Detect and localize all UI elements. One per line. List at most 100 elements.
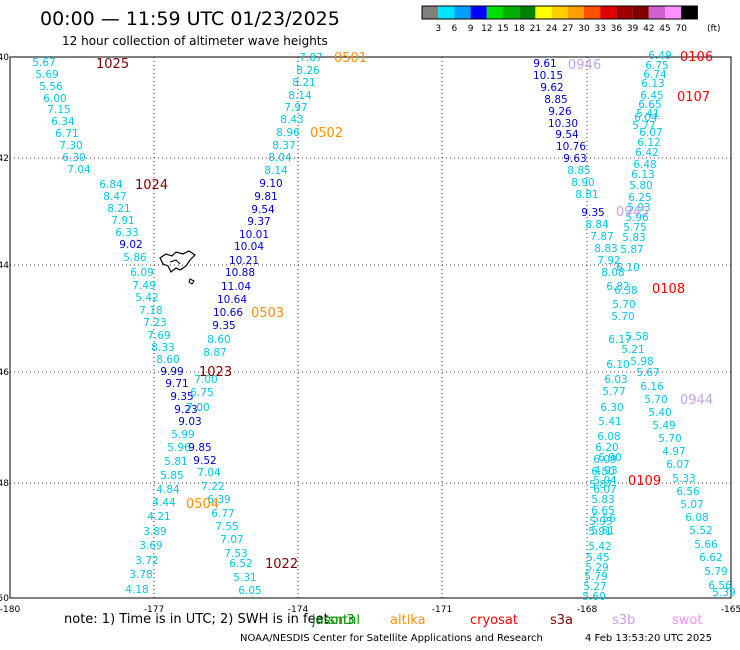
lat-lon-grid [10, 57, 731, 598]
wave-height-value: 5.07 [680, 499, 703, 511]
wave-height-value: 5.51 [591, 525, 614, 537]
wave-height-value: 4.44 [152, 497, 176, 509]
wave-height-value: 8.90 [571, 177, 594, 189]
legend-label: 12 [481, 24, 492, 34]
map-subtitle: 12 hour collection of altimeter wave hei… [62, 34, 328, 48]
legend-label: 33 [594, 24, 605, 34]
color-legend: 3 6 9 12 15 18 21 24 27 30 33 36 39 42 45 70 (ft) [421, 5, 721, 34]
wave-height-value: 5.98 [630, 356, 653, 368]
map-frame [9, 56, 732, 599]
wave-height-value: 6.10 [616, 262, 639, 274]
legend-label: 36 [611, 24, 623, 34]
legend-label: 18 [513, 24, 525, 34]
wave-height-value: 3.89 [143, 526, 166, 538]
wave-height-value: 8.96 [276, 127, 300, 139]
latitude-tick-label: -40 [0, 53, 9, 63]
wave-height-value: 5.41 [636, 108, 659, 120]
legend-swatch [535, 6, 552, 19]
wave-height-value: 9.02 [119, 239, 142, 251]
wave-height-value: 10.66 [213, 307, 243, 319]
credit-line: NOAA/NESDIS Center for Satellite Applica… [240, 633, 543, 644]
wave-height-value: 8.60 [156, 354, 179, 366]
wave-height-value: 6.10 [606, 359, 629, 371]
wave-height-value: 9.52 [193, 455, 216, 467]
wave-height-value: 5.66 [694, 539, 718, 551]
wave-height-value: 5.52 [689, 525, 712, 537]
wave-height-value: 9.54 [555, 129, 579, 141]
satellite-cryosat-label: cryosat [470, 613, 518, 628]
wave-height-value: 6.52 [229, 558, 252, 570]
axis-labels: -180 -177 -174 -171 -168 -165 -40 -42 -44 -46 -48 -… [0, 53, 740, 615]
legend-label: 15 [497, 24, 508, 34]
wave-height-value: 5.70 [612, 299, 635, 311]
wave-height-value: 6.39 [207, 494, 230, 506]
wave-height-value: 8.84 [585, 219, 609, 231]
wave-height-value: 7.00 [194, 374, 217, 386]
wave-height-value: 7.07 [220, 534, 243, 546]
wave-height-value: 8.87 [203, 347, 226, 359]
longitude-tick-label: -174 [288, 605, 309, 615]
wave-height-value: 10.15 [533, 70, 563, 82]
wave-height-value: 7.49 [132, 280, 155, 292]
longitude-tick-label: -171 [432, 605, 452, 615]
legend-swatch [422, 6, 439, 19]
island-outline [159, 250, 196, 285]
wave-height-value: 7.23 [143, 317, 166, 329]
wave-height-value: 8.47 [103, 191, 126, 203]
wave-height-value: 5.40 [648, 407, 671, 419]
legend-swatch [551, 6, 568, 19]
wave-height-value: 6.56 [708, 580, 732, 592]
wave-height-value: 9.35 [212, 320, 235, 332]
wave-height-value: 6.17 [608, 334, 631, 346]
legend-swatch [519, 6, 536, 19]
wave-height-value: 9.61 [533, 58, 556, 70]
legend-swatch [600, 6, 617, 19]
wave-height-value: 5.69 [35, 69, 58, 81]
legend-frame [421, 5, 698, 20]
pass-time-label: 0503 [251, 306, 284, 321]
wave-height-value: 8.21 [107, 203, 130, 215]
wave-height-value: 6.42 [635, 147, 658, 159]
wave-height-value: 7.22 [201, 481, 224, 493]
wave-height-value: 6.30 [62, 152, 85, 164]
wave-height-value: 8.26 [296, 65, 320, 77]
map-title: 00:00 — 11:59 UTC 01/23/2025 [40, 8, 340, 30]
pass-time-label: 0944 [680, 393, 713, 408]
wave-height-value: 3.72 [135, 555, 158, 567]
wave-height-value: 6.45 [640, 90, 663, 102]
wave-height-value: 5.96 [167, 442, 191, 454]
wave-height-value: 8.14 [264, 165, 288, 177]
legend-swatch [454, 6, 471, 19]
wave-height-value: 6.20 [595, 442, 618, 454]
wave-height-value: 6.33 [115, 227, 138, 239]
wave-height-value: 6.09 [593, 454, 616, 466]
generation-timestamp: 4 Feb 13:53:20 UTC 2025 [585, 633, 712, 644]
wave-height-value: 9.54 [251, 204, 275, 216]
wave-height-value: 7.87 [590, 231, 613, 243]
wave-height-value: 9.63 [563, 153, 586, 165]
wave-height-value: 9.99 [160, 366, 183, 378]
wave-height-value: 5.83 [591, 494, 614, 506]
legend-label: 27 [562, 24, 573, 34]
wave-height-value: 9.85 [188, 442, 211, 454]
wave-height-value: 6.75 [190, 387, 213, 399]
wave-height-value: 6.84 [99, 179, 123, 191]
wave-height-value: 6.07 [639, 127, 662, 139]
wave-height-value: 7.92 [597, 255, 620, 267]
wave-height-value: 5.75 [623, 222, 646, 234]
wave-height-value: 8.08 [601, 267, 624, 279]
longitude-tick-label: -180 [0, 605, 20, 615]
latitude-tick-label: -46 [0, 368, 9, 378]
wave-height-value: 9.71 [165, 378, 188, 390]
legend-swatch [681, 6, 698, 19]
wave-height-value: 5.39 [712, 587, 735, 599]
wave-height-value: 4.93 [594, 465, 617, 477]
wave-height-value: 7.53 [224, 548, 247, 560]
pass-time-label: 1024 [135, 178, 168, 193]
wave-height-value: 7.91 [111, 215, 134, 227]
legend-swatch [438, 6, 455, 19]
wave-height-value: 5.93 [589, 516, 612, 528]
wave-height-value: 10.64 [217, 294, 247, 306]
wave-height-value: 10.76 [556, 141, 586, 153]
legend-swatch [486, 6, 503, 19]
